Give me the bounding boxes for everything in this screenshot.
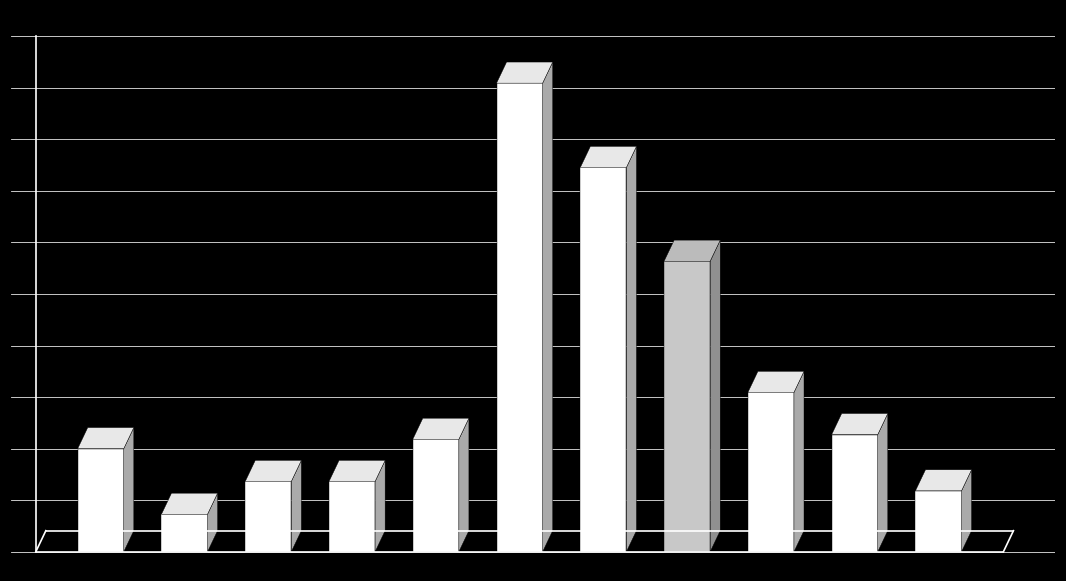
Polygon shape	[413, 418, 469, 439]
Polygon shape	[208, 493, 217, 552]
Polygon shape	[78, 428, 134, 449]
Polygon shape	[627, 146, 636, 552]
Polygon shape	[329, 460, 385, 482]
Polygon shape	[543, 62, 552, 552]
Polygon shape	[664, 261, 710, 552]
Polygon shape	[748, 371, 804, 392]
Polygon shape	[161, 514, 208, 552]
Polygon shape	[962, 470, 971, 552]
Polygon shape	[375, 460, 385, 552]
Polygon shape	[916, 491, 962, 552]
Polygon shape	[794, 371, 804, 552]
Polygon shape	[245, 460, 302, 482]
Polygon shape	[580, 167, 627, 552]
Polygon shape	[831, 435, 877, 552]
Polygon shape	[497, 83, 543, 552]
Polygon shape	[710, 240, 721, 552]
Polygon shape	[458, 418, 469, 552]
Polygon shape	[664, 240, 721, 261]
Polygon shape	[497, 62, 552, 83]
Polygon shape	[748, 392, 794, 552]
Polygon shape	[161, 493, 217, 514]
Polygon shape	[580, 146, 636, 167]
Polygon shape	[124, 428, 134, 552]
Polygon shape	[413, 439, 458, 552]
Polygon shape	[329, 482, 375, 552]
Polygon shape	[291, 460, 302, 552]
Polygon shape	[877, 414, 888, 552]
Polygon shape	[916, 470, 971, 491]
Polygon shape	[245, 482, 291, 552]
Polygon shape	[831, 414, 888, 435]
Polygon shape	[78, 449, 124, 552]
